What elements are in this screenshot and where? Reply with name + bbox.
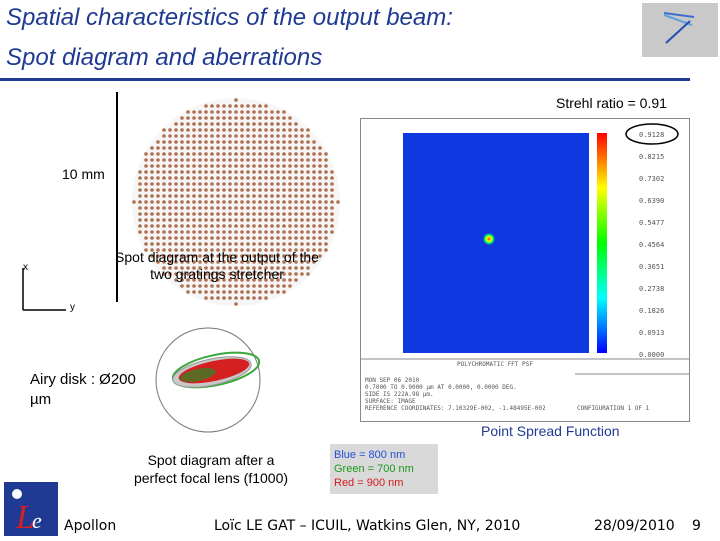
apollon-logo-icon: L e bbox=[12, 489, 42, 536]
spot-caption: Spot diagram at the output of the two gr… bbox=[115, 249, 319, 282]
strehl-highlight bbox=[625, 123, 679, 145]
scale-bar bbox=[116, 92, 118, 302]
axis-y-label: y bbox=[70, 302, 75, 313]
psf-info-line: MON SEP 06 2010 bbox=[365, 377, 420, 384]
psf-plot: 0.9128 0.8215 0.7302 0.6390 0.5477 0.4564 0.36… bbox=[361, 131, 689, 375]
colorbar-tick-label: 0.3651 bbox=[639, 263, 664, 271]
colorbar-tick-label: 0.8215 bbox=[639, 153, 664, 161]
colorbar-tick-label: 0.6390 bbox=[639, 197, 664, 205]
footer-author: Loïc LE GAT – ICUIL, Watkins Glen, NY, 2… bbox=[214, 518, 521, 534]
legend-green: Green = 700 nm bbox=[334, 463, 414, 475]
psf-info-line: 0.7000 TO 0.9000 µm AT 0.0000, 0.0000 DE… bbox=[365, 384, 517, 391]
spot-diagram bbox=[132, 98, 340, 306]
psf-info: MON SEP 06 2010 0.7000 TO 0.9000 µm AT 0… bbox=[365, 377, 546, 412]
title-rule bbox=[0, 78, 690, 81]
title-line-2: Spot diagram and aberrations bbox=[6, 44, 323, 71]
psf-config: CONFIGURATION 1 OF 1 bbox=[577, 405, 650, 412]
wavelength-legend: Blue = 800 nm Green = 700 nm Red = 900 n… bbox=[330, 444, 438, 494]
psf-label: Point Spread Function bbox=[481, 423, 620, 439]
footer-date: 28/09/2010 bbox=[594, 518, 675, 534]
svg-text:e: e bbox=[32, 508, 42, 533]
beam-logo-icon bbox=[663, 12, 695, 44]
footer-org: Apollon bbox=[64, 518, 117, 534]
strehl-ratio: Strehl ratio = 0.91 bbox=[556, 95, 667, 111]
colorbar-tick-label: 0.0000 bbox=[639, 351, 664, 359]
psf-panel: 0.9128 0.8215 0.7302 0.6390 0.5477 0.4564 0.36… bbox=[360, 118, 690, 422]
colorbar-tick-label: 0.0913 bbox=[639, 329, 664, 337]
legend-blue: Blue = 800 nm bbox=[334, 449, 406, 461]
footer-page-number: 9 bbox=[692, 518, 701, 534]
title-line-1: Spatial characteristics of the output be… bbox=[6, 4, 453, 31]
colorbar-tick-label: 0.2738 bbox=[639, 285, 664, 293]
axis-icon bbox=[22, 268, 66, 311]
apollon-logo: L e bbox=[4, 482, 58, 536]
colorbar-tick-label: 0.4564 bbox=[639, 241, 664, 249]
colorbar-tick-label: 0.9128 bbox=[639, 131, 664, 139]
svg-text:L: L bbox=[15, 499, 35, 536]
axis-x-label: x bbox=[23, 262, 28, 273]
scale-label: 10 mm bbox=[62, 166, 105, 182]
psf-info-line: SURFACE: IMAGE bbox=[365, 398, 416, 405]
airy-disk-label: Airy disk : Ø200 µm bbox=[30, 371, 136, 408]
colorbar-tick-label: 0.7302 bbox=[639, 175, 664, 183]
colorbar-tick-label: 0.5477 bbox=[639, 219, 664, 227]
psf-info-line: SIDE IS 222A.98 µm. bbox=[365, 391, 434, 398]
focal-spot-diagram bbox=[155, 327, 261, 433]
legend-red: Red = 900 nm bbox=[334, 477, 404, 489]
psf-title: POLYCHROMATIC FFT PSF bbox=[457, 361, 533, 368]
psf-info-line: REFERENCE COORDINATES: 7.10329E-002, -1.… bbox=[365, 405, 546, 412]
focal-caption: Spot diagram after a perfect focal lens … bbox=[133, 452, 289, 486]
colorbar-tick-label: 0.1826 bbox=[639, 307, 664, 315]
header-logo bbox=[642, 3, 718, 57]
